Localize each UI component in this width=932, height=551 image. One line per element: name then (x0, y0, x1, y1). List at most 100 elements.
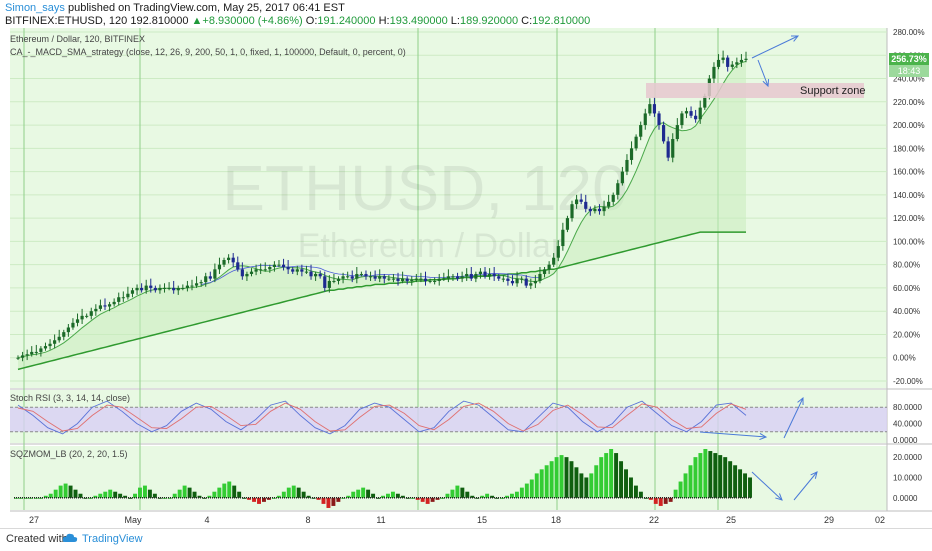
momentum-bar (68, 485, 73, 498)
candle-body (529, 283, 533, 286)
candle-body (538, 273, 542, 281)
momentum-bar (227, 481, 232, 498)
candle-body (460, 276, 464, 279)
x-tick-label: 18 (551, 515, 561, 525)
change-value: +8.930000 (+4.86%) (202, 15, 303, 27)
momentum-bar (385, 493, 390, 498)
candle-body (318, 273, 322, 277)
momentum-bar (252, 497, 257, 502)
y-tick-label: 200.00% (893, 121, 925, 130)
momentum-bar (341, 497, 346, 499)
candle-body (680, 113, 684, 126)
momentum-bar (152, 493, 157, 498)
x-tick-label: 27 (29, 515, 39, 525)
momentum-bar (599, 457, 604, 498)
candle-body (332, 280, 336, 282)
tradingview-brand[interactable]: TradingView (82, 533, 143, 545)
candle-body (469, 273, 473, 279)
momentum-bar (638, 491, 643, 498)
candle-body (524, 278, 528, 286)
candle-body (185, 285, 190, 288)
watermark-symbol: ETHUSD, 120 (222, 152, 627, 224)
y-tick-label: 100.00% (893, 237, 925, 246)
candle-body (410, 279, 414, 281)
created-with-text: Created with (6, 533, 68, 545)
candle-body (730, 64, 734, 67)
candle-body (510, 280, 515, 284)
symbol-interval: BITFINEX:ETHUSD, 120 (5, 15, 128, 27)
arrow-mom-down-head (775, 493, 783, 501)
candle-body (167, 287, 171, 289)
momentum-bar (212, 491, 217, 498)
candle-body (281, 264, 286, 267)
candle-body (249, 271, 254, 274)
candle-body (208, 276, 212, 279)
published-text: published on TradingView.com, May 25, 20… (64, 2, 345, 14)
candle-body (57, 336, 61, 341)
momentum-bar (286, 487, 291, 498)
candle-body (433, 280, 437, 282)
candle-body (25, 354, 29, 356)
arrow-stoch-down-head (759, 433, 768, 441)
candle-body (520, 278, 524, 280)
momentum-bar (460, 487, 465, 498)
candle-body (368, 276, 373, 278)
momentum-bar (549, 461, 554, 498)
main-pane-title: Ethereum / Dollar, 120, BITFINEX (10, 34, 145, 44)
momentum-bar (133, 493, 137, 498)
momentum-bar (182, 485, 187, 498)
candle-body (556, 246, 560, 258)
candle-body (579, 199, 583, 202)
arrow-stoch-up-head (797, 396, 804, 406)
candle-body (245, 273, 249, 277)
candle-body (80, 315, 84, 320)
momentum-bar (485, 493, 490, 498)
candle-body (277, 264, 281, 266)
candle-body (94, 308, 98, 312)
arrow-down-support (757, 59, 769, 87)
candle-body (465, 273, 469, 277)
momentum-bar (237, 491, 242, 498)
candle-body (309, 271, 313, 277)
candle-body (712, 66, 716, 79)
momentum-bar (167, 497, 172, 499)
momentum-bar (564, 457, 569, 498)
candle-body (611, 194, 615, 202)
candle-body (451, 276, 455, 278)
candle-body (103, 305, 107, 307)
candle-body (744, 58, 748, 60)
candle-body (442, 278, 446, 280)
momentum-bar (614, 453, 619, 498)
momentum-bar (316, 497, 321, 500)
candle-body (227, 257, 231, 261)
arrow-mom-down (751, 471, 783, 501)
momentum-bar (73, 489, 78, 498)
candle-body (222, 260, 226, 265)
candle-body (652, 104, 657, 114)
candle-body (16, 357, 20, 359)
momentum-bar (43, 495, 48, 498)
stoch-tick-label: 40.0000 (893, 420, 922, 429)
candle-body (112, 301, 116, 305)
candle-body (304, 271, 309, 273)
high-label: H: (378, 15, 390, 27)
x-tick-label: 4 (204, 515, 209, 525)
candle-body (478, 271, 483, 274)
momentum-bar (445, 493, 450, 498)
candle-body (259, 269, 263, 271)
candle-body (648, 104, 652, 114)
candle-body (336, 278, 341, 281)
candle-body (295, 269, 299, 272)
candle-body (455, 276, 460, 279)
candle-body (172, 287, 176, 291)
momentum-bar (698, 453, 703, 498)
candle-body (401, 278, 405, 281)
momentum-bar (222, 483, 227, 498)
momentum-bar (123, 495, 128, 498)
candle-body (689, 111, 693, 116)
candle-body (620, 171, 624, 184)
author-link[interactable]: Simon_says (5, 2, 65, 14)
momentum-bar (633, 485, 638, 498)
ma-short-line (17, 60, 747, 359)
